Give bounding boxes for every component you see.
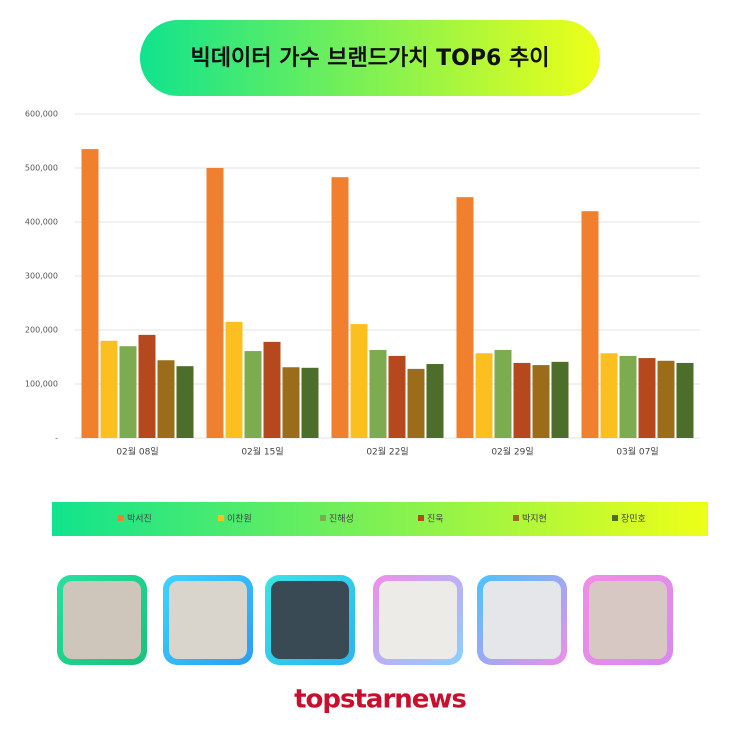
bar <box>456 197 474 438</box>
legend-swatch <box>418 515 424 521</box>
legend-label: 장민호 <box>621 514 646 525</box>
bar <box>244 351 262 438</box>
bar <box>388 355 406 438</box>
photo <box>169 581 247 659</box>
bar <box>657 360 675 438</box>
bar <box>475 353 493 438</box>
bar <box>100 340 118 438</box>
bar <box>81 149 99 438</box>
legend-label: 박지현 <box>522 514 547 525</box>
y-tick-label: 600,000 <box>25 110 58 119</box>
photos <box>57 575 673 665</box>
photo <box>589 581 667 659</box>
bar <box>619 355 637 438</box>
photo <box>63 581 141 659</box>
photo <box>379 581 457 659</box>
photo <box>271 581 349 659</box>
bar <box>350 324 368 438</box>
bar <box>225 321 243 438</box>
legend-label: 진해성 <box>329 514 354 525</box>
legend-label: 진욱 <box>427 514 444 525</box>
legend-swatch <box>513 515 519 521</box>
bar <box>638 358 656 438</box>
x-tick-label: 02월 15일 <box>241 446 283 458</box>
bar <box>676 362 694 438</box>
bar <box>263 341 281 438</box>
legend-swatch <box>320 515 326 521</box>
bar <box>369 349 387 438</box>
legend-label: 이찬원 <box>227 514 252 525</box>
bar <box>119 346 137 438</box>
x-tick-label: 02월 08일 <box>116 446 158 458</box>
y-tick-label: 100,000 <box>25 380 58 389</box>
bar <box>407 368 425 438</box>
x-tick-label: 03월 07일 <box>616 446 658 458</box>
bar <box>331 177 349 438</box>
bar <box>581 211 599 438</box>
bar <box>301 367 319 438</box>
bar <box>513 362 531 438</box>
x-tick-label: 02월 29일 <box>491 446 533 458</box>
bar <box>138 334 156 438</box>
bar <box>600 353 618 438</box>
y-tick-label: 300,000 <box>25 272 58 281</box>
bar <box>494 349 512 438</box>
y-tick-label: 500,000 <box>25 164 58 173</box>
bar <box>157 360 175 438</box>
y-tick-label: 200,000 <box>25 326 58 335</box>
bar <box>426 364 444 438</box>
bar <box>532 365 550 438</box>
bar <box>176 366 194 438</box>
x-tick-label: 02월 22일 <box>366 446 408 458</box>
y-tick-label: - <box>55 434 58 443</box>
bar <box>206 168 224 438</box>
photo <box>483 581 561 659</box>
legend-swatch <box>118 515 124 521</box>
legend-swatch <box>218 515 224 521</box>
y-tick-label: 400,000 <box>25 218 58 227</box>
title-pill <box>140 20 600 96</box>
legend-label: 박서진 <box>127 514 152 525</box>
chart-title: 빅데이터 가수 브랜드가치 TOP6 추이 <box>191 46 550 71</box>
legend-swatch <box>612 515 618 521</box>
bar <box>551 361 569 438</box>
logo: topstarnews <box>294 685 466 715</box>
bar <box>282 367 300 438</box>
legend-box <box>52 502 708 536</box>
